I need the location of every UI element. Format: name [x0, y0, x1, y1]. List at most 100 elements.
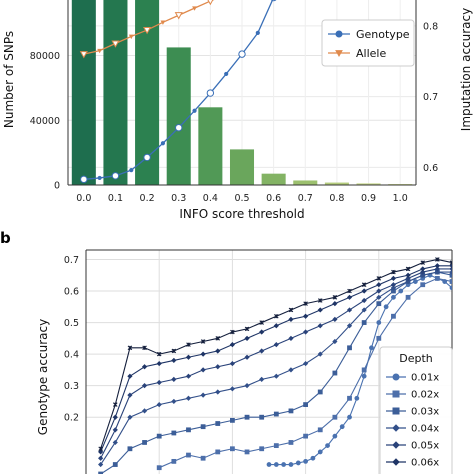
a-x-tick-label: 0.7: [298, 193, 313, 204]
data-point: [390, 282, 397, 288]
data-point: [200, 392, 206, 398]
data-point: [405, 275, 411, 282]
data-point: [288, 335, 294, 341]
legend-label: 0.05x: [411, 441, 439, 452]
data-point: [273, 323, 279, 329]
a-y2-axis-label: Imputation accuracy: [459, 8, 473, 131]
data-point: [434, 263, 440, 269]
a-series-group: [79, 0, 277, 184]
panel-a: 0 40000 80000 0.6 0.7 0.8 0.0 0.1 0.2 0.3 0.4 0.5 0.…: [2, 0, 473, 221]
data-point: [244, 414, 250, 420]
data-point: [259, 446, 265, 452]
data-point: [259, 348, 265, 354]
data-point: [112, 427, 118, 433]
a-x-axis-label: INFO score threshold: [179, 207, 304, 221]
data-point: [347, 345, 352, 351]
data-point: [230, 329, 235, 335]
data-point: [259, 329, 265, 335]
data-point: [420, 260, 426, 265]
legend-marker: [392, 458, 400, 466]
data-point: [127, 373, 133, 379]
data-point: [142, 345, 147, 351]
data-point: [270, 0, 277, 2]
data-point: [332, 301, 338, 307]
data-point: [302, 329, 309, 335]
data-point: [361, 307, 367, 313]
data-point: [215, 421, 221, 426]
data-point: [141, 364, 148, 370]
data-point: [376, 282, 382, 288]
data-point: [303, 433, 309, 439]
legend-label: 0.04x: [411, 424, 439, 435]
data-point: [259, 320, 264, 325]
data-point: [420, 269, 426, 275]
b-legend-title: Depth: [399, 352, 433, 365]
legend-label: 0.06x: [411, 458, 439, 469]
bar: [166, 47, 191, 185]
data-point: [200, 455, 206, 461]
data-point: [97, 48, 103, 54]
bar: [293, 180, 318, 185]
data-point: [288, 408, 294, 414]
data-point: [376, 335, 382, 341]
data-point: [244, 383, 250, 389]
b-y-tick-label: 0.2: [64, 413, 79, 424]
data-point: [200, 351, 206, 357]
series-line: [83, 0, 215, 55]
data-point: [317, 307, 323, 313]
data-point: [207, 0, 214, 6]
data-point: [434, 266, 440, 272]
data-point: [361, 373, 367, 379]
data-point: [288, 367, 294, 373]
data-point: [310, 455, 316, 461]
a-x-tick-label: 0.6: [266, 193, 281, 204]
data-point: [200, 367, 206, 373]
data-point: [332, 316, 338, 323]
data-point: [127, 446, 133, 452]
data-point: [143, 27, 152, 35]
data-point: [111, 172, 120, 180]
a-y2-tick-label: 0.7: [423, 92, 438, 103]
data-point: [127, 392, 133, 398]
data-point: [317, 427, 323, 433]
data-point: [398, 288, 404, 294]
data-point: [200, 339, 206, 344]
data-point: [295, 460, 301, 466]
data-point: [156, 433, 162, 439]
data-point: [354, 395, 360, 401]
data-point: [288, 307, 294, 313]
b-y-tick-label: 0.4: [64, 350, 79, 361]
legend-marker: [392, 390, 400, 398]
data-point: [192, 108, 197, 113]
data-point: [185, 354, 192, 360]
data-point: [303, 402, 309, 407]
data-point: [346, 307, 353, 313]
data-point: [244, 326, 250, 332]
data-point: [288, 462, 294, 467]
data-point: [405, 266, 411, 272]
data-point: [230, 446, 235, 452]
data-point: [332, 414, 338, 420]
data-point: [156, 351, 162, 357]
data-point: [98, 455, 104, 461]
legend-marker: [335, 50, 343, 58]
data-point: [449, 260, 452, 265]
data-point: [391, 294, 396, 300]
data-point: [376, 294, 382, 300]
data-point: [346, 294, 353, 300]
a-y-tick-label: 0: [54, 181, 60, 192]
data-point: [317, 449, 323, 455]
data-point: [175, 124, 183, 132]
data-point: [128, 34, 134, 40]
data-point: [288, 440, 294, 445]
data-point: [317, 351, 323, 357]
data-point: [273, 462, 279, 467]
data-point: [332, 295, 338, 300]
data-point: [215, 449, 221, 455]
b-y-axis-label: Genotype accuracy: [36, 319, 50, 435]
data-point: [98, 449, 104, 455]
data-point: [369, 345, 374, 351]
legend-label: Genotype: [356, 28, 410, 41]
data-point: [156, 401, 162, 408]
bar: [198, 107, 223, 185]
